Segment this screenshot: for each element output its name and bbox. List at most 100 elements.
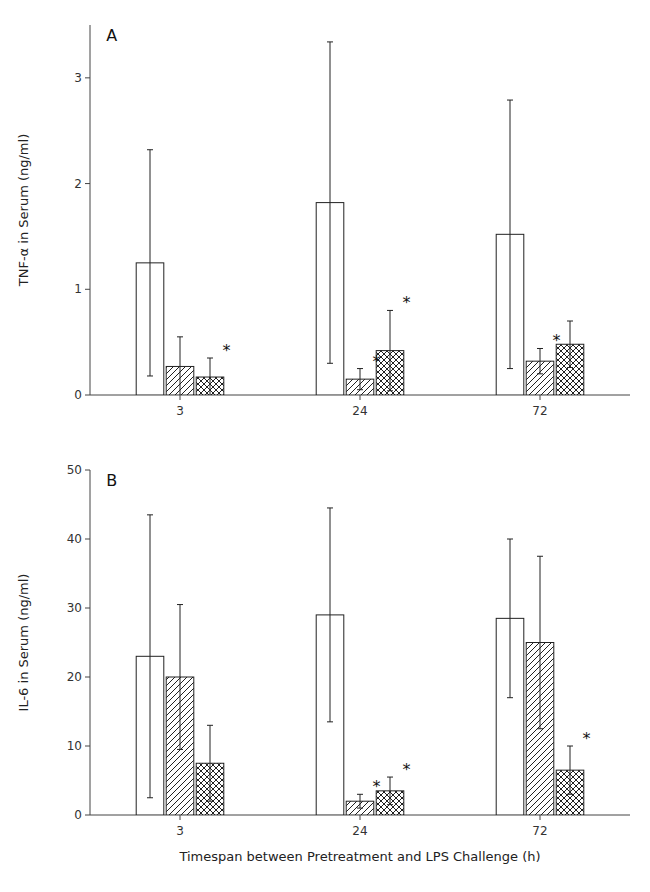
- error-bar-cap: [357, 389, 363, 390]
- error-bar-cap: [327, 363, 333, 364]
- error-bar-cap: [507, 697, 513, 698]
- error-bar: [507, 100, 513, 369]
- error-bar-cap: [147, 514, 153, 515]
- y-tick-label: 30: [67, 601, 82, 615]
- y-axis-line: [90, 25, 91, 395]
- error-bar-stem: [510, 100, 511, 369]
- x-tick-label: 3: [176, 404, 184, 418]
- y-tick-label: 0: [74, 388, 82, 402]
- error-bar: [567, 746, 573, 794]
- error-bar-cap: [387, 804, 393, 805]
- annotations: ***: [373, 729, 591, 796]
- error-bar: [177, 605, 183, 750]
- y-tick-label: 20: [67, 670, 82, 684]
- error-bar-cap: [357, 794, 363, 795]
- error-bar-cap: [207, 725, 213, 726]
- error-bar-cap: [177, 336, 183, 337]
- x-tick: [360, 815, 361, 820]
- error-bar: [537, 348, 543, 373]
- error-bar-cap: [387, 310, 393, 311]
- error-bar-stem: [570, 321, 571, 368]
- error-bar-cap: [507, 100, 513, 101]
- error-bar: [507, 539, 513, 698]
- panel-label: B: [106, 471, 117, 490]
- y-tick: [85, 746, 90, 747]
- error-bar-cap: [207, 801, 213, 802]
- marks: [136, 42, 584, 395]
- error-bar-stem: [150, 150, 151, 376]
- y-axis-label: TNF-α in Serum (ng/ml): [16, 134, 31, 287]
- y-axis-line: [90, 470, 91, 815]
- y-tick: [85, 677, 90, 678]
- marks: [136, 508, 584, 815]
- x-tick-label: 24: [352, 404, 367, 418]
- error-bar-stem: [510, 539, 511, 698]
- x-tick-label: 3: [176, 824, 184, 838]
- error-bar-cap: [537, 348, 543, 349]
- error-bar: [327, 508, 333, 722]
- error-bar-stem: [180, 605, 181, 750]
- error-bar: [357, 369, 363, 390]
- error-bar-cap: [147, 375, 153, 376]
- x-tick-label: 72: [532, 824, 547, 838]
- x-tick: [540, 395, 541, 400]
- x-tick: [180, 815, 181, 820]
- error-bar-stem: [210, 358, 211, 395]
- error-bar: [177, 337, 183, 395]
- error-bar: [327, 42, 333, 363]
- x-axis-label: Timespan between Pretreatment and LPS Ch…: [178, 849, 540, 864]
- error-bar-stem: [570, 746, 571, 794]
- error-bar-cap: [327, 721, 333, 722]
- annotations: ****: [223, 293, 561, 370]
- error-bar-stem: [330, 508, 331, 722]
- x-tick: [360, 395, 361, 400]
- error-bar: [387, 310, 393, 390]
- y-axis-label: IL-6 in Serum (ng/ml): [16, 574, 31, 712]
- y-tick: [85, 539, 90, 540]
- error-bar: [147, 150, 153, 376]
- chart-canvas: 0123TNF-α in Serum (ng/ml)32472A****0102…: [0, 0, 650, 892]
- x-tick-label: 24: [352, 824, 367, 838]
- x-tick: [540, 815, 541, 820]
- error-bar-stem: [360, 794, 361, 808]
- error-bar-cap: [507, 539, 513, 540]
- error-bar-stem: [150, 515, 151, 798]
- error-bar-stem: [360, 369, 361, 390]
- error-bar-cap: [147, 149, 153, 150]
- y-tick: [85, 183, 90, 184]
- y-tick-label: 10: [67, 739, 82, 753]
- error-bar-cap: [357, 808, 363, 809]
- y-tick-label: 0: [74, 808, 82, 822]
- y-tick: [85, 77, 90, 78]
- error-bar-cap: [567, 321, 573, 322]
- panel: 0123TNF-α in Serum (ng/ml)32472A****: [16, 25, 630, 418]
- y-tick-label: 50: [67, 463, 82, 477]
- y-tick-label: 40: [67, 532, 82, 546]
- significance-star: *: [373, 352, 381, 371]
- error-bar: [207, 358, 213, 395]
- y-tick: [85, 470, 90, 471]
- error-bar-cap: [537, 373, 543, 374]
- error-bar-cap: [507, 368, 513, 369]
- error-bar-stem: [390, 310, 391, 390]
- x-tick: [180, 395, 181, 400]
- significance-star: *: [373, 777, 381, 796]
- significance-star: *: [223, 341, 231, 360]
- significance-star: *: [403, 293, 411, 312]
- significance-star: *: [403, 760, 411, 779]
- y-tick: [85, 815, 90, 816]
- error-bar-cap: [357, 368, 363, 369]
- error-bar-stem: [540, 348, 541, 373]
- y-tick: [85, 395, 90, 396]
- y-tick-label: 3: [74, 71, 82, 85]
- error-bar-cap: [567, 746, 573, 747]
- error-bar-cap: [387, 390, 393, 391]
- error-bar-cap: [327, 41, 333, 42]
- error-bar-stem: [180, 337, 181, 395]
- error-bar-stem: [330, 42, 331, 363]
- error-bar-cap: [567, 794, 573, 795]
- y-tick-label: 1: [74, 282, 82, 296]
- error-bar-stem: [540, 556, 541, 729]
- error-bar-cap: [537, 556, 543, 557]
- error-bar: [207, 725, 213, 801]
